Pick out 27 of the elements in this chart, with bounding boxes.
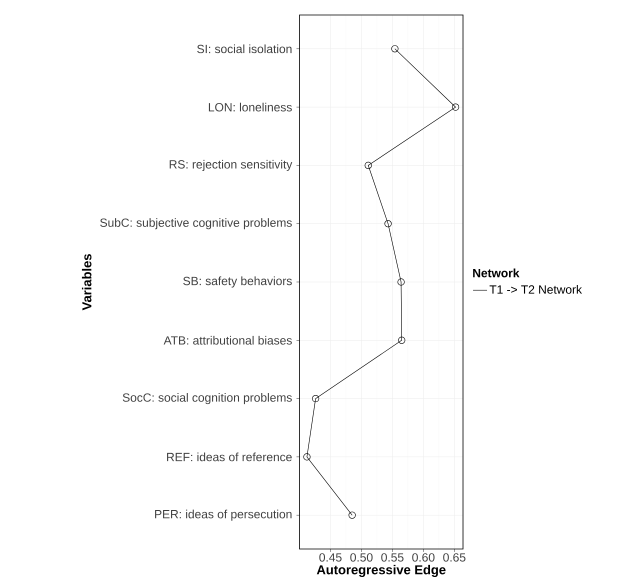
y-tick-label: REF: ideas of reference	[167, 452, 292, 462]
point	[452, 103, 460, 111]
y-tick-label: ATB: attributional biases	[164, 336, 292, 345]
x-tick-label: 0.50	[350, 553, 373, 562]
x-tick-label: 0.60	[412, 553, 435, 562]
y-tick-label: LON: loneliness	[208, 102, 292, 112]
point	[312, 394, 320, 402]
x-axis-title: Autoregressive Edge	[316, 564, 446, 577]
y-axis-title: Variables	[82, 254, 92, 310]
x-tick-label: 0.45	[319, 553, 342, 562]
y-tick-label: RS: rejection sensitivity	[170, 160, 292, 171]
legend-label: T1 -> T2 Network	[490, 284, 582, 294]
point	[303, 453, 311, 460]
x-tick-label: 0.65	[443, 553, 466, 562]
point	[348, 512, 356, 519]
point	[391, 45, 398, 52]
point	[398, 336, 406, 344]
y-tick-label: SubC: subjective cognitive problems	[100, 218, 292, 230]
y-tick-label: SB: safety behaviors	[183, 276, 292, 288]
x-tick-label: 0.55	[381, 553, 404, 562]
y-tick-label: PER: ideas of persecution	[155, 510, 292, 521]
y-tick-label: SocC: social cognition problems	[122, 393, 292, 404]
point	[364, 162, 372, 169]
y-tick-label: SI: social isolation	[197, 44, 292, 54]
legend-title: Network	[473, 268, 520, 278]
point	[397, 278, 405, 286]
point	[384, 220, 392, 228]
